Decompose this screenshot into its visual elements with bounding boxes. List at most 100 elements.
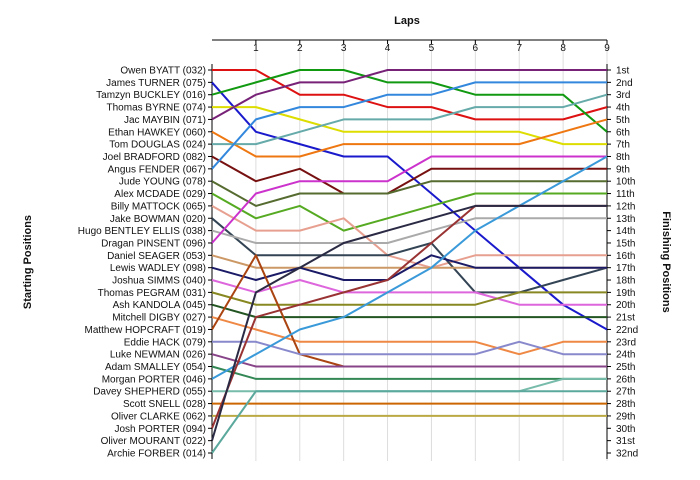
x-tick-label: 7: [516, 43, 522, 54]
starting-rider-label: Morgan PORTER (046): [102, 374, 206, 385]
finishing-position-label: 5th: [616, 115, 630, 126]
starting-rider-label: Eddie HACK (079): [124, 337, 206, 348]
starting-rider-label: Dragan PINSENT (096): [101, 238, 206, 249]
starting-rider-label: Lewis WADLEY (098): [110, 263, 206, 274]
starting-rider-label: Joshua SIMMS (040): [112, 276, 206, 287]
starting-rider-label: Jude YOUNG (078): [119, 177, 206, 188]
finishing-position-label: 18th: [616, 276, 635, 287]
starting-rider-label: Luke NEWMAN (026): [110, 350, 206, 361]
starting-rider-label: Jac MAYBIN (071): [124, 115, 206, 126]
starting-rider-label: Ethan HAWKEY (060): [108, 127, 206, 138]
finishing-position-label: 24th: [616, 350, 635, 361]
starting-rider-label: Jake BOWMAN (020): [110, 214, 206, 225]
starting-rider-label: Joel BRADFORD (082): [103, 152, 206, 163]
series-line: [211, 365, 607, 380]
finishing-position-label: 20th: [616, 300, 635, 311]
finishing-position-label: 23rd: [616, 337, 636, 348]
starting-rider-label: Josh PORTER (094): [114, 424, 206, 435]
finishing-position-label: 27th: [616, 387, 635, 398]
series-line: [211, 155, 607, 195]
series-line: [211, 155, 607, 244]
finishing-position-label: 30th: [616, 424, 635, 435]
gridlines: [255, 40, 608, 461]
starting-rider-label: Hugo BENTLEY ELLIS (038): [78, 226, 206, 237]
series-line: [211, 69, 608, 133]
series-line: [211, 180, 607, 207]
finishing-position-label: 6th: [616, 127, 630, 138]
series-line: [211, 204, 607, 441]
series-line: [211, 81, 607, 170]
starting-rider-label: Thomas PEGRAM (031): [98, 288, 206, 299]
finishing-position-label: 15th: [616, 238, 635, 249]
series-line: [212, 93, 608, 146]
x-axis-title: Laps: [394, 15, 420, 27]
starting-rider-label: Ash KANDOLA (045): [113, 300, 206, 311]
finishing-position-label: 13th: [616, 214, 635, 225]
starting-rider-label: Billy MATTOCK (065): [111, 201, 206, 212]
series-line: [212, 377, 607, 393]
series-line: [212, 340, 607, 356]
y-axis-title-left: Starting Positions: [22, 215, 34, 309]
series-lines: [211, 69, 608, 454]
series-line: [212, 69, 608, 121]
starting-rider-label: Matthew HOPCRAFT (019): [84, 325, 206, 336]
x-tick-label: 5: [429, 43, 435, 54]
finishing-position-label: 2nd: [616, 78, 633, 89]
finishing-position-label: 32nd: [616, 449, 638, 460]
finishing-position-label: 9th: [616, 164, 630, 175]
starting-rider-label: Davey SHEPHERD (055): [93, 387, 206, 398]
starting-rider-label: James TURNER (075): [106, 78, 206, 89]
x-tick-label: 9: [604, 43, 610, 54]
finishing-position-label: 17th: [616, 263, 635, 274]
series-line: [211, 353, 607, 368]
finishing-position-label: 29th: [616, 411, 635, 422]
starting-rider-label: Archie FORBER (014): [107, 449, 206, 460]
axes: [211, 39, 608, 459]
finishing-position-label: 26th: [616, 374, 635, 385]
starting-rider-label: Tamzyn BUCKLEY (016): [96, 90, 206, 101]
finishing-position-label: 4th: [616, 103, 630, 114]
finishing-position-label: 19th: [616, 288, 635, 299]
finishing-position-label: 1st: [616, 66, 630, 77]
series-line: [212, 106, 607, 146]
x-tick-label: 8: [560, 43, 566, 54]
starting-rider-label: Daniel SEAGER (053): [107, 251, 206, 262]
finishing-position-label: 14th: [616, 226, 635, 237]
starting-rider-label: Tom DOUGLAS (024): [109, 140, 206, 151]
starting-rider-label: Mitchell DIGBY (027): [112, 313, 206, 324]
finishing-position-label: 31st: [616, 436, 635, 447]
starting-rider-label: Scott SNELL (028): [123, 399, 206, 410]
starting-position-labels: Owen BYATT (032)James TURNER (075)Tamzyn…: [78, 66, 212, 460]
series-line: [211, 316, 607, 356]
series-line: [211, 291, 607, 306]
starting-rider-label: Oliver MOURANT (022): [101, 436, 206, 447]
y-axis-title-right: Finishing Positions: [660, 211, 672, 312]
starting-rider-label: Oliver CLARKE (062): [111, 411, 206, 422]
finishing-position-label: 16th: [616, 251, 635, 262]
series-line: [211, 254, 607, 281]
finishing-position-label: 8th: [616, 152, 630, 163]
series-line: [211, 303, 607, 319]
series-line: [211, 279, 607, 306]
starting-rider-label: Alex MCDADE (029): [114, 189, 206, 200]
series-line: [211, 390, 607, 454]
finishing-position-label: 22nd: [616, 325, 638, 336]
starting-rider-label: Thomas BYRNE (074): [107, 103, 206, 114]
series-line: [211, 217, 608, 294]
series-line: [211, 118, 608, 158]
starting-rider-label: Adam SMALLEY (054): [105, 362, 206, 373]
starting-rider-label: Angus FENDER (067): [108, 164, 206, 175]
x-tick-label: 3: [341, 43, 347, 54]
finishing-position-label: 3rd: [616, 90, 630, 101]
x-tick-label: 2: [297, 43, 303, 54]
finishing-position-label: 28th: [616, 399, 635, 410]
starting-rider-label: Owen BYATT (032): [120, 66, 206, 77]
finishing-position-label: 11th: [616, 189, 635, 200]
series-line: [211, 69, 607, 121]
finishing-position-label: 12th: [616, 201, 635, 212]
x-tick-labels: 1 2 3 4 5 6 7 8 9: [253, 40, 610, 54]
finishing-position-label: 21st: [616, 313, 635, 324]
series-line: [211, 155, 608, 380]
